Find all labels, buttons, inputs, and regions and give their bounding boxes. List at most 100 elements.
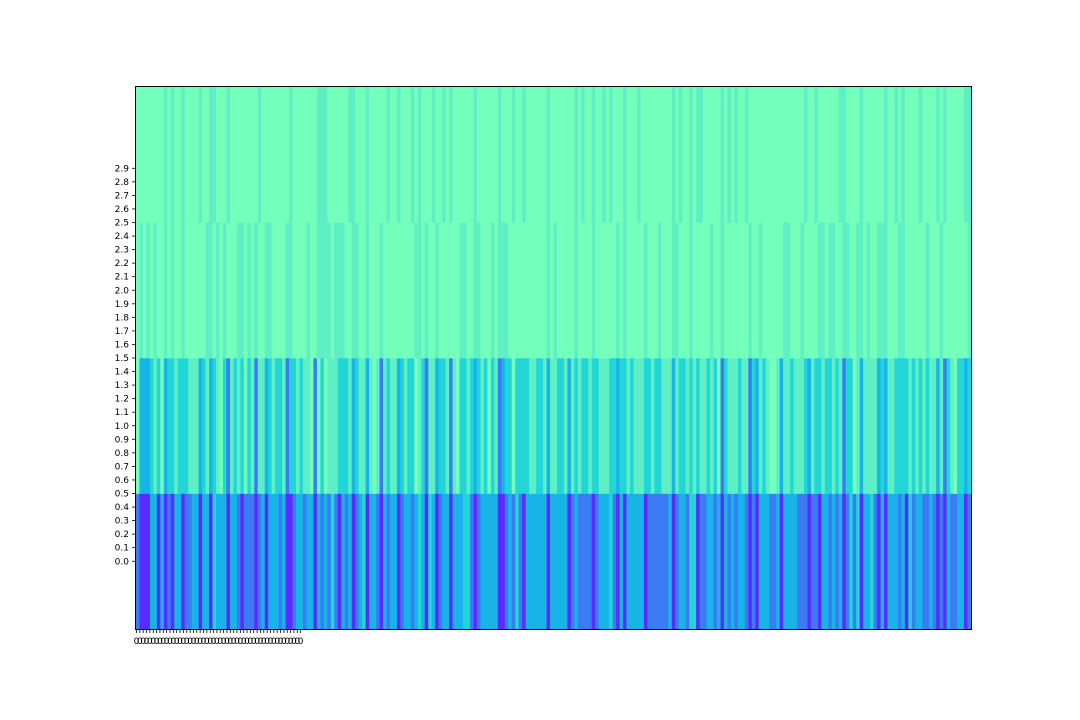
heatmap-cell	[838, 222, 843, 359]
heatmap-cell	[396, 358, 401, 494]
heatmap-cell	[570, 493, 575, 630]
heatmap-cell	[953, 358, 958, 494]
heatmap-cell	[529, 222, 533, 359]
heatmap-cell	[758, 358, 763, 494]
x-tick-label: 0	[274, 637, 280, 647]
heatmap-cell	[915, 493, 920, 630]
heatmap-cell	[177, 87, 182, 223]
heatmap-cell	[142, 493, 147, 630]
heatmap-cell	[866, 493, 871, 630]
heatmap-cell	[908, 358, 913, 494]
heatmap-cell	[637, 358, 641, 494]
heatmap-cell	[525, 87, 530, 223]
heatmap-cell	[181, 87, 186, 223]
heatmap-cell	[744, 87, 749, 223]
heatmap-cell	[473, 87, 478, 223]
heatmap-cell	[758, 87, 763, 223]
heatmap-cell	[553, 222, 558, 359]
heatmap-cell	[570, 358, 575, 494]
heatmap-cell	[344, 358, 349, 494]
heatmap-cell	[706, 493, 711, 630]
heatmap-cell	[797, 87, 801, 223]
heatmap-cell	[734, 87, 739, 223]
heatmap-cell	[671, 222, 676, 359]
heatmap-cell	[487, 222, 492, 359]
heatmap-cell	[334, 222, 339, 359]
heatmap-cell	[602, 222, 607, 359]
heatmap-cell	[543, 493, 547, 630]
heatmap-cell	[480, 87, 485, 223]
heatmap-cell	[543, 87, 547, 223]
heatmap-cell	[212, 358, 217, 494]
heatmap-cell	[438, 87, 443, 223]
heatmap-cell	[950, 87, 954, 223]
heatmap-cell	[737, 87, 742, 223]
heatmap-cell	[710, 358, 714, 494]
heatmap-cell	[247, 493, 252, 630]
heatmap-cell	[807, 222, 812, 359]
heatmap-cell	[682, 87, 687, 223]
heatmap-cell	[383, 493, 387, 630]
heatmap-cell	[859, 87, 864, 223]
heatmap-cell	[282, 87, 286, 223]
heatmap-cell	[508, 222, 513, 359]
heatmap-cell	[216, 358, 220, 494]
heatmap-cell	[483, 222, 488, 359]
heatmap-cell	[915, 222, 920, 359]
heatmap-cell	[330, 222, 335, 359]
heatmap-cell	[741, 222, 746, 359]
x-tick-label: 0	[298, 637, 304, 647]
heatmap-cell	[323, 222, 328, 359]
x-tick-label: 0	[278, 637, 284, 647]
heatmap-cell	[139, 493, 144, 630]
heatmap-cell	[671, 493, 676, 630]
heatmap-cell	[247, 222, 252, 359]
heatmap-cell	[675, 493, 680, 630]
heatmap-cell	[727, 493, 732, 630]
heatmap-cell	[595, 222, 600, 359]
heatmap-cell	[306, 87, 311, 223]
heatmap-cell	[797, 493, 801, 630]
heatmap-cell	[964, 87, 968, 223]
heatmap-cell	[609, 493, 613, 630]
heatmap-cell	[146, 493, 151, 630]
heatmap-cell	[845, 358, 850, 494]
heatmap-cell	[918, 358, 923, 494]
heatmap-cell	[908, 222, 913, 359]
heatmap-cell	[323, 358, 328, 494]
heatmap-cell	[254, 87, 259, 223]
heatmap-cell	[511, 87, 516, 223]
heatmap-cell	[890, 358, 895, 494]
heatmap-cell	[605, 493, 610, 630]
heatmap-cell	[376, 493, 380, 630]
heatmap-cell	[856, 87, 861, 223]
heatmap-cell	[797, 358, 801, 494]
heatmap-cell	[177, 222, 182, 359]
heatmap-cell	[710, 222, 714, 359]
heatmap-cell	[160, 222, 165, 359]
y-tick-label: 0.0	[115, 557, 130, 567]
x-tick-label: 0	[231, 637, 237, 647]
heatmap-cell	[233, 358, 238, 494]
heatmap-cell	[546, 87, 551, 223]
heatmap-cell	[463, 87, 467, 223]
heatmap-cell	[890, 222, 895, 359]
heatmap-cell	[261, 87, 266, 223]
heatmap-cell	[877, 358, 881, 494]
heatmap-cell	[911, 358, 916, 494]
heatmap-cell	[957, 222, 961, 359]
heatmap-cell	[852, 222, 857, 359]
heatmap-cell	[637, 222, 641, 359]
heatmap-cell	[212, 87, 217, 223]
heatmap-cell	[494, 222, 499, 359]
heatmap-cell	[536, 493, 540, 630]
heatmap-cell	[772, 87, 777, 223]
heatmap-cell	[630, 358, 634, 494]
x-tick-label: 0	[224, 637, 230, 647]
heatmap-cell	[751, 87, 756, 223]
heatmap-cell	[330, 358, 335, 494]
heatmap-cell	[424, 358, 429, 494]
heatmap-cell	[209, 87, 213, 223]
heatmap-cell	[821, 358, 826, 494]
heatmap-cell	[807, 87, 812, 223]
